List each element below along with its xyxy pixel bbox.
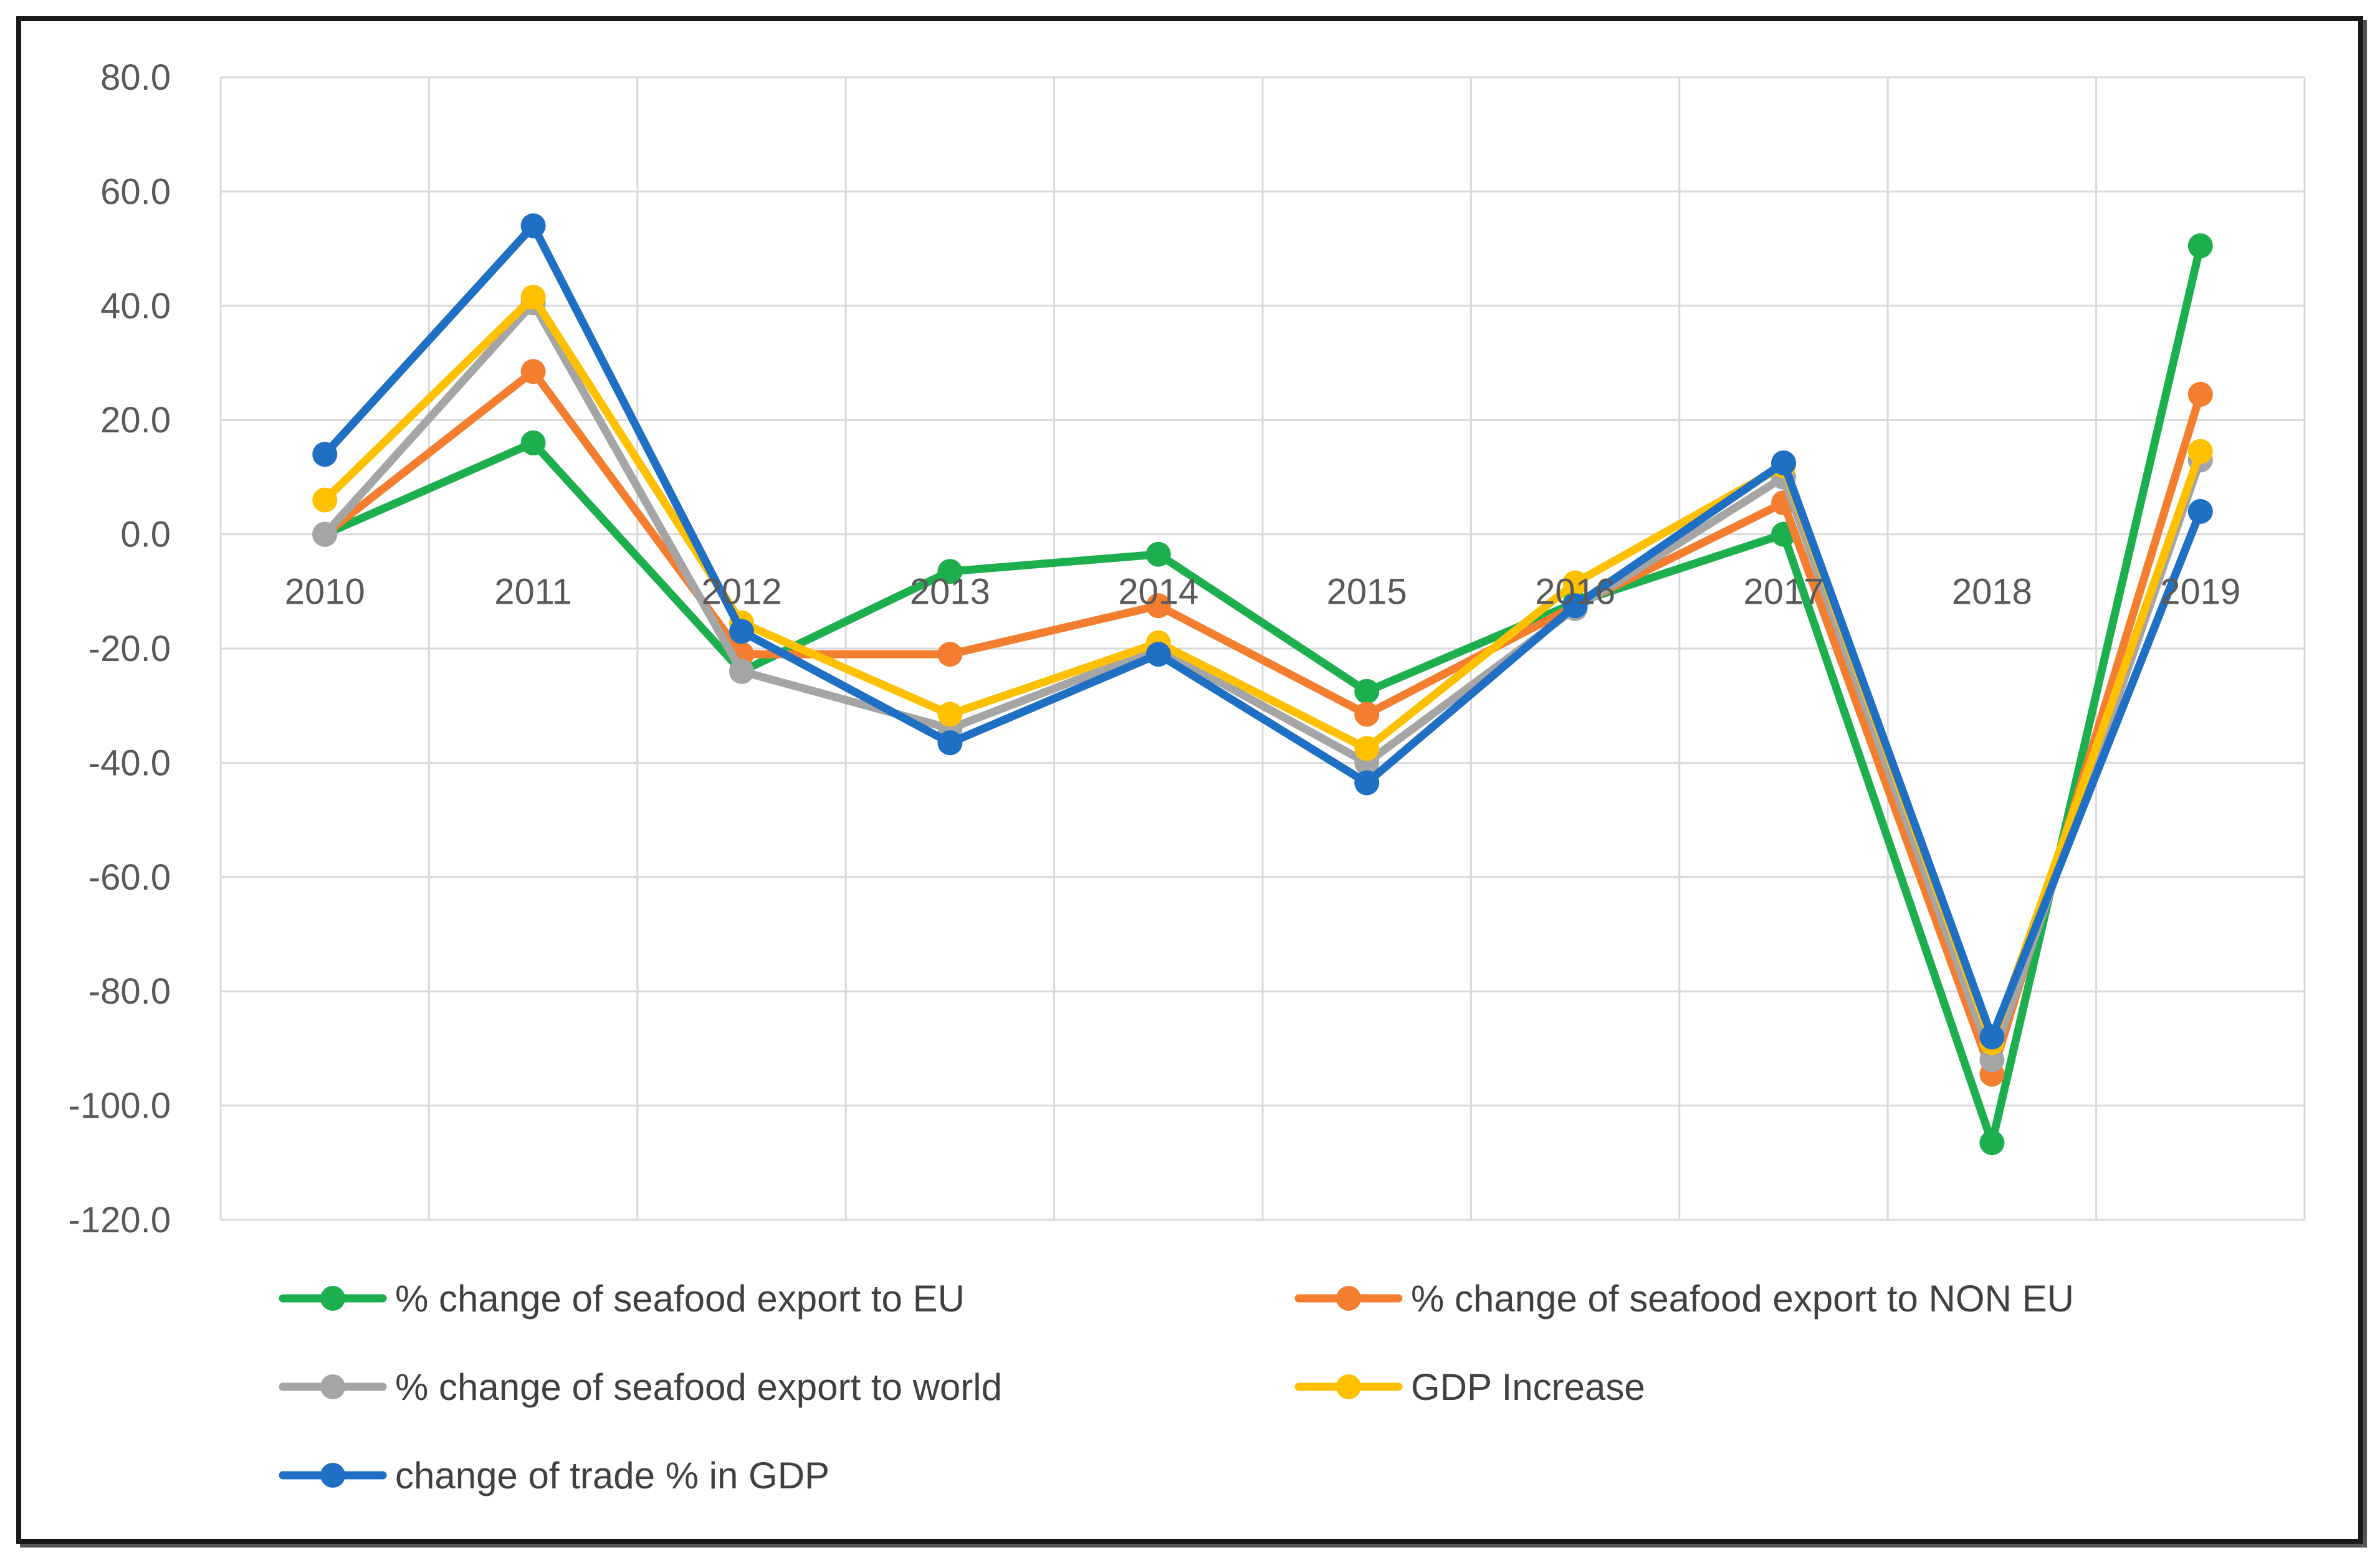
y-tick-label: 60.0 — [100, 171, 171, 212]
y-tick-label: 40.0 — [100, 286, 171, 326]
legend-entry-0[interactable]: % change of seafood export to EU — [279, 1278, 965, 1320]
data-point — [1562, 593, 1588, 619]
data-point — [937, 702, 963, 727]
y-tick-label: -80.0 — [88, 971, 171, 1012]
data-point — [520, 213, 546, 239]
data-point — [2187, 381, 2213, 407]
x-tick-label: 2010 — [285, 572, 365, 612]
data-point — [1354, 770, 1380, 796]
chart-frame: 80.0 60.0 40.0 20.0 0.0 -20.0 -40.0 -60.0 -80.0 -… — [16, 16, 2363, 1544]
y-tick-label: 0.0 — [120, 515, 171, 555]
x-tick-label: 2011 — [494, 572, 572, 612]
data-point — [1354, 736, 1380, 761]
data-point — [937, 730, 963, 756]
x-tick-label: 2019 — [2160, 572, 2240, 612]
data-point — [1145, 593, 1171, 619]
legend-label: % change of seafood export to NON EU — [1411, 1278, 2074, 1320]
y-tick-label: 80.0 — [100, 57, 171, 98]
y-tick-label: -100.0 — [69, 1086, 171, 1126]
data-point — [1979, 1047, 2005, 1073]
data-point — [729, 659, 754, 684]
series-line — [320, 242, 2205, 1147]
x-tick-label: 2018 — [1952, 572, 2032, 612]
legend-swatch-marker — [320, 1286, 345, 1311]
y-tick-label: -60.0 — [88, 857, 171, 898]
data-point — [1979, 1024, 2005, 1050]
legend-label: % change of seafood export to world — [395, 1366, 1002, 1408]
series-line — [320, 221, 2205, 1042]
data-point — [312, 521, 338, 547]
x-tick-label: 2013 — [910, 572, 990, 612]
data-point — [937, 642, 963, 667]
data-point — [312, 442, 338, 467]
legend-entry-2[interactable]: % change of seafood export to world — [279, 1366, 1002, 1408]
data-point — [1979, 1130, 2005, 1156]
data-point — [1354, 702, 1380, 727]
legend-swatch-marker — [320, 1463, 345, 1488]
y-tick-label: 20.0 — [100, 400, 171, 440]
data-point — [2187, 439, 2213, 464]
y-tick-label: -20.0 — [88, 629, 171, 669]
data-point — [937, 559, 963, 584]
y-axis-tick-labels: 80.0 60.0 40.0 20.0 0.0 -20.0 -40.0 -60.0 -80.0 -… — [69, 57, 171, 1240]
legend-label: % change of seafood export to EU — [395, 1278, 965, 1320]
legend-label: change of trade % in GDP — [395, 1455, 829, 1496]
legend-label: GDP Increase — [1411, 1366, 1645, 1408]
data-point — [520, 359, 546, 384]
line-chart: 80.0 60.0 40.0 20.0 0.0 -20.0 -40.0 -60.0 -80.0 -… — [69, 57, 2306, 1496]
data-point — [2187, 498, 2213, 524]
legend-entry-3[interactable]: GDP Increase — [1294, 1366, 1645, 1408]
series-line — [320, 298, 2205, 1064]
y-tick-label: -120.0 — [69, 1200, 171, 1240]
legend[interactable]: % change of seafood export to EU % change… — [279, 1278, 2074, 1496]
data-point — [312, 487, 338, 513]
data-point — [1562, 570, 1588, 596]
data-point — [1145, 541, 1171, 567]
legend-swatch-marker — [320, 1374, 345, 1399]
data-point — [1771, 450, 1796, 475]
series-line — [320, 367, 2205, 1078]
series-4 — [312, 213, 2213, 1050]
data-point — [1354, 678, 1380, 704]
x-tick-label: 2015 — [1327, 572, 1407, 612]
data-point — [1145, 642, 1171, 667]
x-tick-label: 2017 — [1743, 572, 1823, 612]
x-tick-label: 2014 — [1118, 572, 1198, 612]
x-axis-tick-labels: 2010 2011 2012 2013 2014 2015 2016 2017 2018 2019 — [285, 572, 2241, 612]
legend-entry-1[interactable]: % change of seafood export to NON EU — [1294, 1278, 2074, 1320]
data-point — [520, 285, 546, 310]
x-tick-label: 2016 — [1535, 572, 1615, 612]
legend-swatch-marker — [1336, 1374, 1361, 1399]
x-tick-label: 2012 — [701, 572, 781, 612]
y-tick-label: -40.0 — [88, 743, 171, 783]
data-point — [520, 430, 546, 455]
series-lines — [312, 213, 2213, 1156]
legend-entry-4[interactable]: change of trade % in GDP — [279, 1455, 829, 1496]
data-point — [729, 619, 754, 644]
legend-swatch-marker — [1336, 1286, 1361, 1311]
data-point — [2187, 233, 2213, 259]
